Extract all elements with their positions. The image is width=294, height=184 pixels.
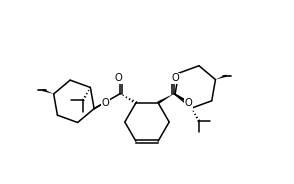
Polygon shape bbox=[216, 75, 227, 80]
Polygon shape bbox=[157, 94, 174, 104]
Text: O: O bbox=[115, 73, 123, 83]
Text: O: O bbox=[101, 98, 109, 108]
Polygon shape bbox=[42, 89, 54, 94]
Text: O: O bbox=[171, 73, 179, 83]
Text: O: O bbox=[185, 98, 193, 108]
